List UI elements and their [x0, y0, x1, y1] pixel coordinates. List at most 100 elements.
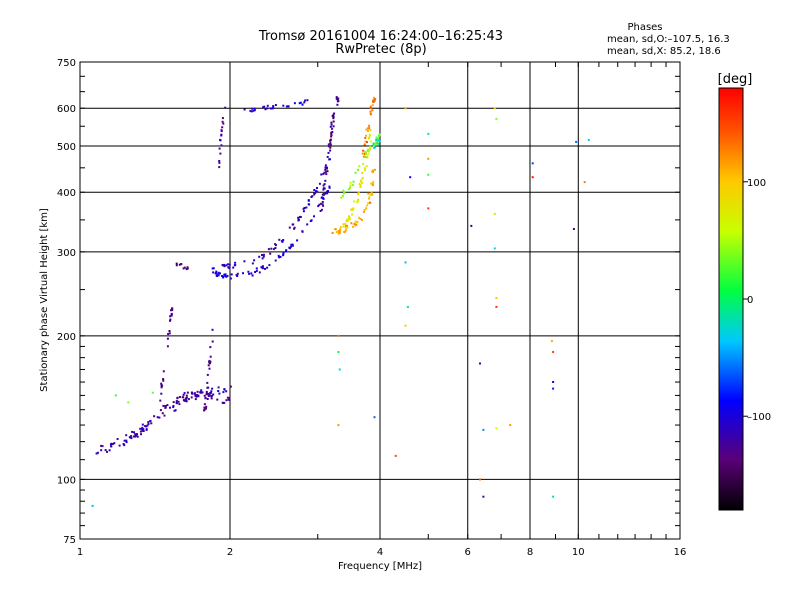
echo-point: [260, 266, 263, 269]
echo-point: [141, 426, 144, 429]
echo-point: [211, 340, 214, 343]
echo-point: [427, 132, 430, 135]
echo-point: [173, 409, 176, 412]
echo-point: [281, 240, 284, 243]
echo-point: [164, 405, 167, 407]
echo-point: [166, 337, 169, 340]
echo-point: [177, 400, 180, 403]
echo-point: [222, 391, 225, 394]
echo-point: [323, 171, 326, 174]
echo-point: [216, 273, 219, 276]
echo-point: [136, 435, 139, 438]
echo-point: [133, 431, 135, 434]
echo-point: [330, 134, 333, 137]
x-tick-label: 2: [227, 547, 233, 558]
echo-point: [201, 391, 204, 394]
echo-point: [365, 207, 368, 210]
echo-point: [531, 162, 534, 165]
echo-point: [346, 224, 348, 227]
echo-point: [222, 276, 225, 279]
echo-point: [330, 135, 333, 138]
echo-point: [225, 275, 228, 278]
echo-point: [224, 273, 227, 276]
echo-point: [331, 127, 334, 130]
echo-point: [328, 145, 330, 148]
echo-point: [342, 189, 345, 192]
echo-point: [329, 143, 332, 146]
echo-point: [226, 396, 229, 399]
echo-point: [272, 105, 275, 108]
echo-point: [170, 314, 173, 317]
echo-point: [224, 106, 227, 109]
echo-point: [149, 419, 152, 422]
echo-point: [221, 401, 224, 404]
echo-point: [337, 230, 340, 232]
echo-point: [142, 428, 145, 431]
echo-point: [262, 106, 265, 109]
echo-point: [329, 149, 332, 152]
echo-point: [169, 315, 172, 318]
echo-point: [163, 414, 166, 417]
echo-point: [361, 176, 364, 179]
echo-point: [222, 122, 225, 125]
echo-point: [183, 392, 186, 395]
echo-point: [409, 176, 412, 179]
x-axis-label: Frequency [MHz]: [338, 561, 422, 572]
echo-point: [253, 107, 256, 110]
x-tick-label: 8: [527, 547, 533, 558]
echo-point: [122, 443, 125, 445]
echo-point: [172, 401, 175, 404]
y-tick-label: 100: [57, 475, 76, 486]
echo-point: [427, 157, 430, 160]
echo-point: [342, 223, 345, 226]
echo-point: [321, 201, 324, 203]
colorbar-tick-label: 0: [747, 295, 753, 306]
echo-point: [113, 442, 116, 445]
echo-point: [366, 148, 369, 151]
echo-point: [298, 102, 301, 105]
echo-point: [360, 178, 363, 181]
echo-point: [224, 274, 227, 277]
echo-point: [303, 207, 306, 209]
echo-point: [339, 228, 342, 231]
echo-point: [168, 330, 171, 332]
echo-point: [223, 273, 226, 276]
echo-point: [250, 272, 253, 275]
echo-point: [220, 144, 223, 147]
y-axis-label: Stationary phase Virtual Height [km]: [39, 208, 50, 392]
echo-point: [264, 267, 266, 270]
echo-point: [364, 156, 367, 159]
echo-point: [479, 478, 481, 481]
echo-point: [217, 271, 220, 274]
echo-point: [123, 439, 126, 442]
echo-point: [320, 208, 323, 211]
echo-point: [160, 382, 163, 385]
echo-point: [205, 405, 208, 408]
echo-point: [347, 219, 349, 222]
echo-point: [248, 272, 251, 275]
echo-point: [225, 264, 228, 267]
echo-point: [130, 437, 133, 440]
echo-point: [206, 373, 209, 376]
echo-point: [368, 127, 371, 130]
echo-point: [207, 395, 210, 397]
echo-point: [318, 203, 321, 206]
echo-point: [134, 433, 137, 436]
echo-point: [171, 309, 174, 312]
echo-point: [315, 190, 317, 193]
echo-point: [368, 196, 371, 199]
echo-point: [263, 105, 266, 108]
echo-point: [587, 138, 590, 141]
echo-point: [297, 216, 300, 219]
echo-point: [145, 425, 148, 428]
echo-point: [375, 142, 378, 145]
echo-point: [196, 390, 199, 393]
echo-point: [329, 139, 332, 142]
echo-point: [252, 109, 255, 112]
echo-point: [306, 99, 309, 102]
echo-point: [326, 155, 329, 158]
echo-point: [212, 393, 215, 396]
echo-point: [343, 192, 346, 195]
echo-point: [140, 433, 142, 436]
echo-point: [218, 166, 221, 169]
